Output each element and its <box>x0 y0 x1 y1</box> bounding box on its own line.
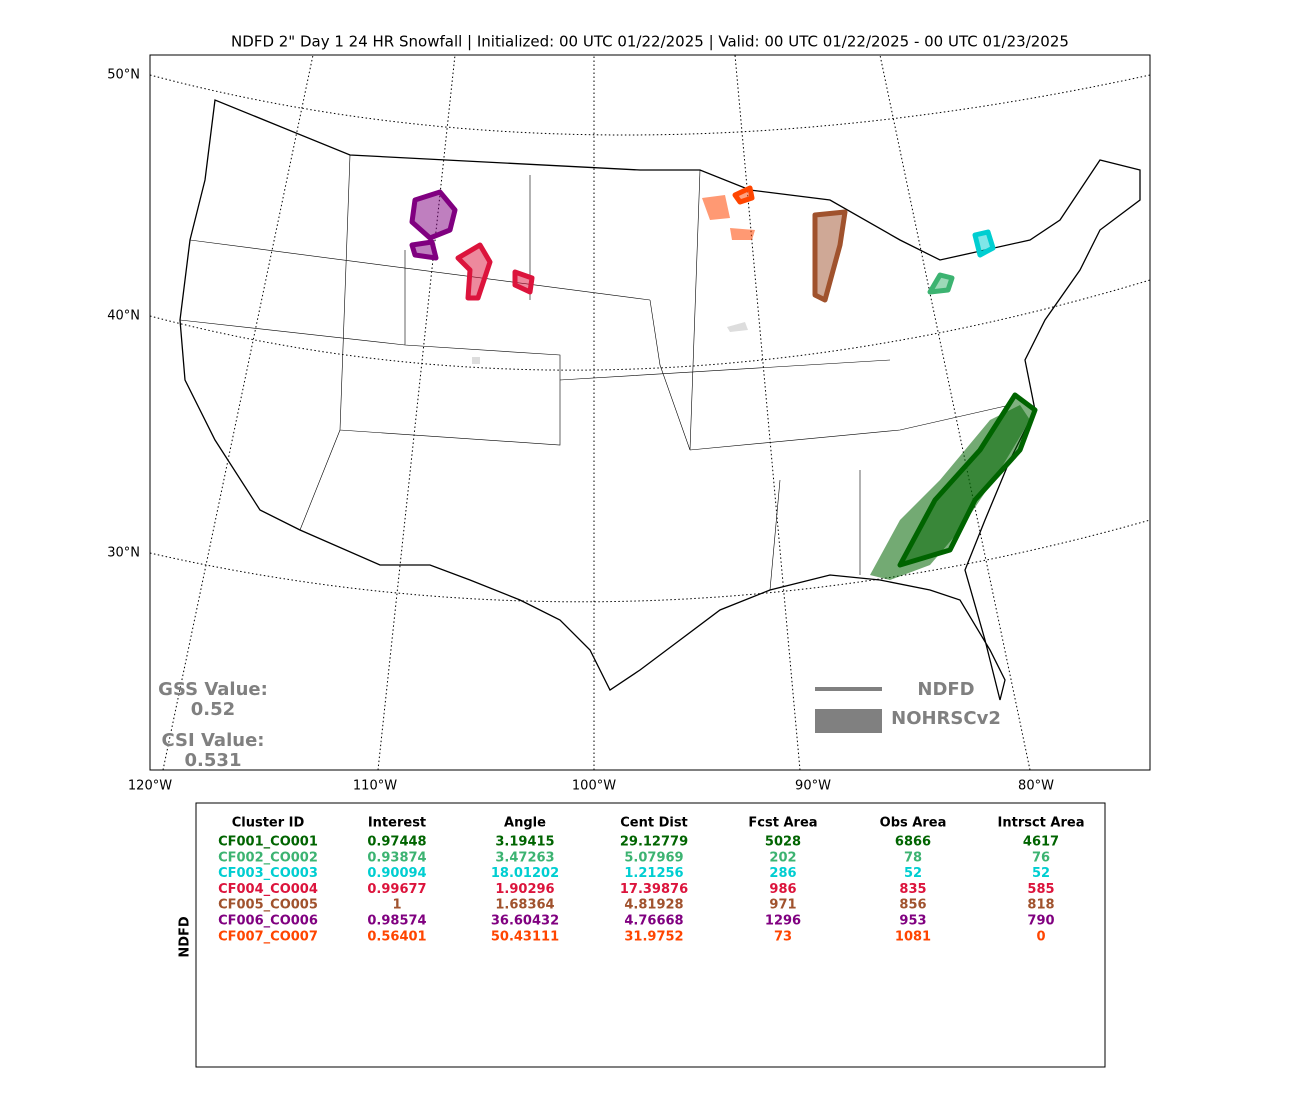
lon-label: 100°W <box>572 779 616 794</box>
table-cell: CF001_CO001 <box>218 835 318 850</box>
lat-label: 50°N <box>107 68 140 83</box>
legend-swatch <box>815 709 882 733</box>
table-cell: 0.99677 <box>367 882 426 897</box>
table-cell: 986 <box>769 882 796 897</box>
table-cell: 6866 <box>895 835 931 850</box>
table-cell: 73 <box>774 929 792 944</box>
table-cell: 835 <box>899 882 926 897</box>
table-cell: 953 <box>899 914 926 929</box>
table-cell: CF005_CO005 <box>218 898 318 913</box>
table-side-label: NDFD <box>178 916 193 958</box>
state-lines <box>179 154 1011 591</box>
table-cell: 0.97448 <box>367 835 426 850</box>
cluster-fcst <box>927 272 955 295</box>
table-cell: 0 <box>1036 929 1045 944</box>
table-cell: 0.90094 <box>367 866 426 881</box>
cluster-fcst <box>972 229 996 258</box>
table-cell: CF002_CO002 <box>218 850 318 865</box>
cluster-fcst <box>455 242 493 301</box>
table-cell: 36.60432 <box>491 914 559 929</box>
table-cell: 3.47263 <box>495 850 554 865</box>
legend: NDFD NOHRSCv2 <box>815 679 1001 733</box>
graticule <box>149 74 1151 136</box>
lat-label: 40°N <box>107 309 140 324</box>
column-header: Cent Dist <box>620 816 688 831</box>
column-header: Fcst Area <box>748 816 817 831</box>
gss-label: GSS Value: <box>158 679 268 700</box>
cluster-fcst <box>409 239 439 261</box>
csi-value: 0.531 <box>185 750 242 771</box>
table-cell: 202 <box>769 850 796 865</box>
title: NDFD 2" Day 1 24 HR Snowfall | Initializ… <box>231 33 1069 51</box>
table-cell: 818 <box>1027 898 1054 913</box>
table-cell: 29.12779 <box>620 835 688 850</box>
clusters <box>409 185 1038 580</box>
table-cell: 0.98574 <box>367 914 426 929</box>
table-cell: 4.81928 <box>624 898 683 913</box>
table-cell: CF004_CO004 <box>218 882 318 897</box>
column-header: Interest <box>368 816 426 831</box>
csi-label: CSI Value: <box>162 730 265 751</box>
cluster-fcst <box>732 185 755 205</box>
table: Cluster ID Interest Angle Cent Dist Fcst Are… <box>218 816 1084 945</box>
map-frame <box>149 54 1151 771</box>
table-cell: CF006_CO006 <box>218 914 318 929</box>
table-cell: 790 <box>1027 914 1054 929</box>
table-cell: 0.56401 <box>367 929 426 944</box>
table-cell: 52 <box>1032 866 1050 881</box>
cluster-obs <box>730 228 755 240</box>
lon-label: 90°W <box>795 779 831 794</box>
column-header: Angle <box>504 816 546 831</box>
table-cell: CF007_CO007 <box>218 929 318 944</box>
table-cell: 1.90296 <box>495 882 554 897</box>
table-cell: 3.19415 <box>495 835 554 850</box>
graticule <box>162 54 1031 771</box>
table-cell: 286 <box>769 866 796 881</box>
table-cell: 0.93874 <box>367 850 426 865</box>
cluster-fcst <box>812 209 848 303</box>
table-cell: 4617 <box>1023 835 1059 850</box>
lon-labels: 120°W 110°W 100°W 90°W 80°W <box>128 779 1054 794</box>
table-cell: 17.39876 <box>620 882 688 897</box>
map <box>149 54 1151 771</box>
table-cell: 1.21256 <box>624 866 683 881</box>
table-cell: 31.9752 <box>624 929 683 944</box>
table-cell: 5.07969 <box>624 850 683 865</box>
column-header: Intrsct Area <box>998 816 1085 831</box>
table-cell: 76 <box>1032 850 1050 865</box>
table-cell: 50.43111 <box>491 929 559 944</box>
table-cell: 971 <box>769 898 796 913</box>
table-cell: 5028 <box>765 835 801 850</box>
lon-label: 80°W <box>1018 779 1054 794</box>
table-cell: 1296 <box>765 914 801 929</box>
table-cell: 1 <box>392 898 401 913</box>
lat-labels: 50°N 40°N 30°N <box>107 68 140 561</box>
scores: GSS Value: 0.52 CSI Value: 0.531 <box>158 679 268 771</box>
table-cell: 78 <box>904 850 922 865</box>
cluster-fcst <box>897 392 1038 568</box>
table-cell: 52 <box>904 866 922 881</box>
column-header: Obs Area <box>880 816 947 831</box>
table-frame <box>195 802 1106 1068</box>
table-cell: 1081 <box>895 929 931 944</box>
legend-label: NOHRSCv2 <box>891 708 1001 729</box>
gss-value: 0.52 <box>191 699 235 720</box>
lon-label: 110°W <box>353 779 397 794</box>
cluster-fcst <box>409 189 458 241</box>
table-cell: 4.76668 <box>624 914 683 929</box>
table-cell: CF003_CO003 <box>218 866 318 881</box>
table-cell: 18.01202 <box>491 866 559 881</box>
cluster-fcst <box>512 269 535 295</box>
lon-label: 120°W <box>128 779 172 794</box>
cluster-obs <box>702 195 730 220</box>
table-cell: 1.68364 <box>495 898 554 913</box>
column-header: Cluster ID <box>232 816 305 831</box>
table-cell: 585 <box>1027 882 1054 897</box>
legend-label: NDFD <box>917 679 974 700</box>
table-cell: 856 <box>899 898 926 913</box>
conus-outline <box>179 99 1141 701</box>
lat-label: 30°N <box>107 546 140 561</box>
